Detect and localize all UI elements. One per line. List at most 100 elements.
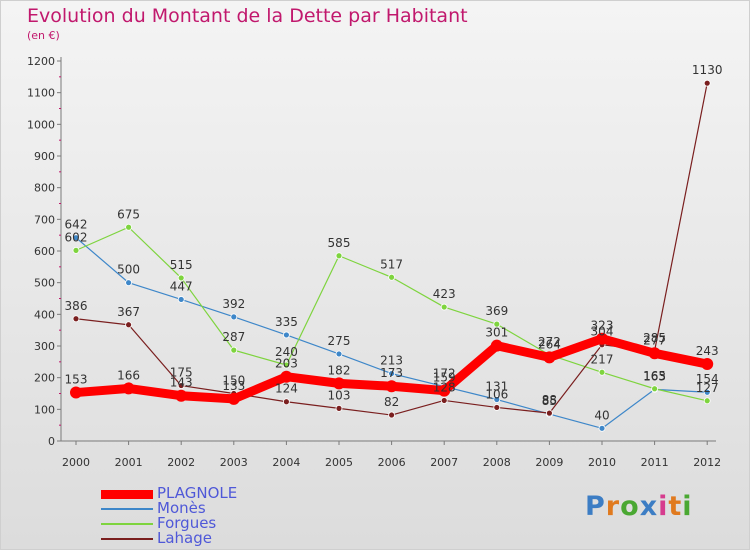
legend-label: Forgues [157,514,217,532]
data-label: 301 [485,326,508,340]
data-point [70,386,82,399]
data-label: 154 [696,372,719,386]
legend-swatch [101,490,153,499]
data-point [230,313,238,321]
data-label: 447 [170,279,193,293]
data-label: 127 [696,381,719,395]
data-label: 304 [591,325,614,339]
data-label: 602 [65,230,88,244]
chart-title: Evolution du Montant de la Dette par Hab… [27,5,468,27]
data-label: 335 [275,315,298,329]
data-point [388,411,396,419]
data-label: 153 [65,373,88,387]
data-point [333,377,345,390]
legend-label: Lahage [157,529,212,547]
data-point [490,339,503,352]
y-tick-label: 1200 [27,55,55,68]
data-point [440,303,448,311]
data-label: 143 [170,376,193,390]
data-point [227,392,240,405]
brand-letter: t [668,491,683,522]
y-tick-label: 600 [34,245,55,258]
data-label: 165 [643,369,666,383]
x-tick-label: 2007 [430,456,458,469]
data-label: 131 [485,380,508,394]
data-label: 175 [170,366,193,380]
x-tick-label: 2011 [641,456,669,469]
y-tick-label: 0 [48,435,55,448]
x-tick-label: 2004 [272,456,300,469]
data-label: 272 [538,335,561,349]
data-point [648,347,661,360]
data-point [385,380,398,393]
data-label: 85 [542,394,557,408]
data-label: 173 [380,366,403,380]
data-point [388,273,396,281]
brand-letter: P [585,491,606,522]
data-label: 386 [65,299,88,313]
data-label: 182 [328,363,351,377]
data-label: 133 [222,379,245,393]
data-label: 517 [380,257,403,271]
data-label: 367 [117,305,140,319]
data-label: 88 [542,393,557,407]
proxiti-logo: Proxiti [585,491,693,522]
data-label: 392 [222,297,245,311]
x-tick-label: 2010 [588,456,616,469]
data-label: 287 [222,330,245,344]
x-tick-label: 2002 [167,456,195,469]
data-label: 159 [433,371,456,385]
data-label: 124 [275,382,298,396]
y-tick-label: 200 [34,372,55,385]
data-point [493,404,501,411]
data-label: 103 [328,388,351,402]
y-tick-label: 300 [34,340,55,353]
brand-letter: i [682,491,693,522]
data-label: 275 [328,334,351,348]
data-point [335,350,343,358]
legend-label: PLAGNOLE [157,484,238,502]
y-tick-label: 500 [34,277,55,290]
data-point [438,384,451,397]
data-label: 500 [117,263,140,277]
y-tick-label: 100 [34,403,55,416]
data-point [282,398,290,406]
y-tick-label: 1000 [27,118,55,131]
data-point [440,397,448,404]
brand-letter: i [658,491,669,522]
data-label: 40 [594,408,609,422]
data-point [282,331,290,339]
y-tick-label: 800 [34,182,55,195]
data-point [703,388,711,396]
data-point [493,396,501,403]
data-point [175,389,188,402]
data-label: 213 [380,354,403,368]
data-label: 163 [643,369,666,383]
data-label: 172 [433,367,456,381]
data-label: 106 [485,387,508,401]
data-point [177,382,185,389]
data-label: 1130 [692,63,723,77]
x-tick-label: 2005 [325,456,353,469]
data-label: 264 [538,337,561,351]
x-tick-label: 2009 [535,456,563,469]
y-tick-label: 400 [34,308,55,321]
y-tick-label: 900 [34,150,55,163]
legend-swatch [101,523,153,525]
data-point [543,351,556,364]
data-point [280,370,293,383]
data-label: 166 [117,368,140,382]
data-label: 515 [170,258,193,272]
data-point [335,252,343,260]
data-label: 240 [275,345,298,359]
chart-subtitle: (en €) [27,29,60,42]
data-point [703,397,711,405]
data-point [335,404,343,412]
x-tick-label: 2000 [62,456,90,469]
y-tick-label: 1100 [27,87,55,100]
data-point [598,424,606,432]
x-tick-label: 2001 [115,456,143,469]
data-point [651,385,658,393]
